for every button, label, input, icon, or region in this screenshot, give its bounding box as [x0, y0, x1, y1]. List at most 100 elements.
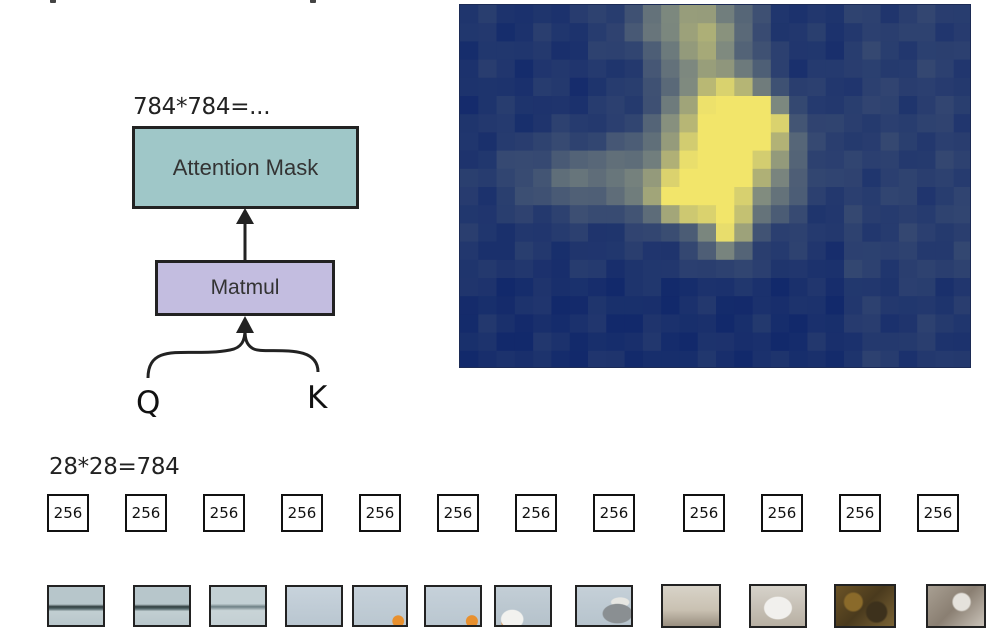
heatmap-cell — [478, 168, 498, 188]
heatmap-cell — [460, 168, 479, 188]
heatmap-cell — [679, 168, 699, 188]
heatmap-cell — [514, 150, 534, 170]
heatmap-cell — [917, 132, 937, 152]
heatmap-cell — [917, 168, 937, 188]
heatmap-cell — [770, 350, 790, 367]
heatmap-cell — [642, 241, 662, 261]
heatmap-cell — [953, 205, 970, 224]
heatmap-cell — [789, 59, 809, 79]
heatmap-cell — [880, 278, 900, 297]
heatmap-cell — [898, 96, 918, 115]
heatmap-cell — [825, 168, 845, 188]
heatmap-cell — [734, 205, 754, 224]
heatmap-cell — [460, 5, 479, 24]
heatmap-cell — [953, 314, 970, 334]
heatmap-cell — [606, 23, 626, 42]
heatmap-cell — [880, 332, 900, 352]
heatmap-cell — [551, 96, 571, 115]
heatmap-cell — [661, 241, 681, 261]
heatmap-cell — [460, 23, 479, 42]
heatmap-cell — [533, 168, 553, 188]
heatmap-cell — [789, 350, 809, 367]
heatmap-cell — [588, 114, 607, 133]
heatmap-cell — [807, 41, 827, 61]
heatmap-cell — [697, 314, 717, 334]
heatmap-cell — [624, 59, 644, 79]
heatmap-cell — [917, 223, 937, 243]
heatmap-cell — [898, 350, 918, 367]
heatmap-cell — [770, 96, 790, 115]
heatmap-cell — [514, 96, 534, 115]
cropped-top-text — [0, 0, 450, 8]
heatmap-cell — [697, 23, 717, 42]
heatmap-cell — [514, 59, 534, 79]
heatmap-cell — [880, 259, 900, 279]
heatmap-cell — [588, 332, 607, 352]
heatmap-cell — [734, 168, 754, 188]
heatmap-cell — [862, 150, 882, 170]
heatmap-cell — [478, 205, 498, 224]
heatmap-cell — [898, 150, 918, 170]
heatmap-cell — [697, 59, 717, 79]
heatmap-cell — [752, 77, 772, 97]
heatmap-cell — [880, 96, 900, 115]
heatmap-cell — [825, 187, 845, 206]
heatmap-cell — [770, 259, 790, 279]
heatmap-cell — [642, 296, 662, 315]
heatmap-cell — [844, 114, 863, 133]
heatmap-cell — [478, 223, 498, 243]
token-box: 256 — [683, 494, 725, 532]
heatmap-cell — [862, 223, 882, 243]
heatmap-cell — [496, 41, 516, 61]
heatmap-cell — [807, 223, 827, 243]
heatmap-cell — [716, 96, 735, 115]
heatmap-cell — [533, 23, 553, 42]
heatmap-cell — [496, 278, 516, 297]
heatmap-cell — [752, 23, 772, 42]
heatmap-cell — [642, 132, 662, 152]
heatmap-cell — [770, 168, 790, 188]
heatmap-cell — [844, 59, 863, 79]
heatmap-cell — [935, 114, 955, 133]
heatmap-cell — [917, 150, 937, 170]
heatmap-cell — [880, 150, 900, 170]
heatmap-cell — [569, 205, 589, 224]
heatmap-cell — [862, 168, 882, 188]
heatmap-cell — [661, 5, 681, 24]
heatmap-cell — [734, 77, 754, 97]
image-patch — [834, 584, 896, 628]
heatmap-cell — [935, 223, 955, 243]
heatmap-cell — [844, 332, 863, 352]
heatmap-cell — [661, 332, 681, 352]
heatmap-cell — [825, 41, 845, 61]
heatmap-cell — [734, 241, 754, 261]
heatmap-cell — [953, 241, 970, 261]
heatmap-cell — [514, 350, 534, 367]
heatmap-cell — [624, 150, 644, 170]
heatmap-cell — [880, 41, 900, 61]
heatmap-cell — [825, 96, 845, 115]
heatmap-cell — [734, 278, 754, 297]
heatmap-cell — [752, 332, 772, 352]
heatmap-cell — [588, 205, 607, 224]
heatmap-cell — [697, 41, 717, 61]
heatmap-cell — [460, 59, 479, 79]
heatmap-cell — [898, 332, 918, 352]
heatmap-cell — [661, 259, 681, 279]
heatmap-cell — [624, 332, 644, 352]
heatmap-cell — [697, 296, 717, 315]
heatmap-cell — [514, 314, 534, 334]
heatmap-cell — [862, 259, 882, 279]
heatmap-cell — [917, 96, 937, 115]
heatmap-cell — [514, 114, 534, 133]
heatmap-cell — [679, 77, 699, 97]
heatmap-cell — [514, 187, 534, 206]
heatmap-cell — [789, 205, 809, 224]
heatmap-cell — [807, 132, 827, 152]
heatmap-cell — [569, 41, 589, 61]
heatmap-cell — [679, 23, 699, 42]
matmul-box: Matmul — [155, 260, 335, 316]
heatmap-cell — [789, 41, 809, 61]
heatmap-cell — [569, 296, 589, 315]
image-patch — [352, 585, 408, 627]
